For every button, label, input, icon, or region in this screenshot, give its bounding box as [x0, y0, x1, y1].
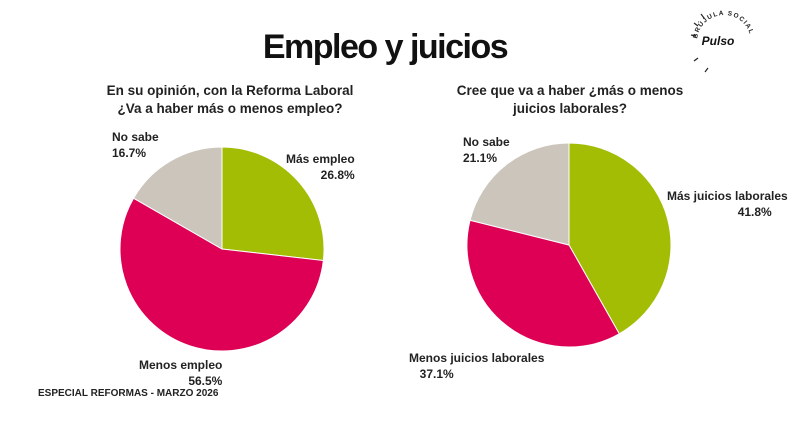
chart2-label-menos-juicios: Menos juicios laborales 37.1%: [409, 351, 545, 381]
chart1-question: En su opinión, con la Reforma Laboral ¿V…: [90, 82, 370, 118]
pulso-logo: BRÚJULA SOCIAL Pulso: [688, 6, 760, 78]
brujula-logo-icon: BRÚJULA SOCIAL Pulso: [690, 10, 754, 73]
footer-source: ESPECIAL REFORMAS - MARZO 2026: [38, 388, 219, 399]
chart2-label-mas-juicios: Más juicios laborales 41.8%: [667, 189, 788, 219]
chart1-label-no-sabe: No sabe 16.7%: [112, 130, 159, 160]
chart1-slice-2: [132, 146, 223, 250]
page-title: Empleo y juicios: [262, 28, 509, 66]
chart1-label-menos-empleo: Menos empleo 56.5%: [139, 358, 223, 388]
chart2-label-no-sabe: No sabe 21.1%: [463, 135, 510, 165]
chart1-label-mas-empleo: Más empleo 26.8%: [286, 152, 355, 182]
chart2-slice-0: [568, 142, 672, 335]
chart1-slice-1: [119, 197, 324, 352]
chart2-slice-1: [466, 219, 620, 348]
chart2-question-line2: juicios laborales?: [512, 101, 628, 116]
chart1-slice-0: [221, 146, 325, 262]
chart2-slice-2: [469, 142, 570, 246]
chart1-question-line2: ¿Va a haber más o menos empleo?: [117, 101, 343, 116]
chart1-question-line1: En su opinión, con la Reforma Laboral: [106, 83, 354, 98]
logo-brand-text: Pulso: [702, 34, 735, 48]
chart2-question: Cree que va a haber ¿más o menos juicios…: [420, 82, 720, 118]
chart2-question-line1: Cree que va a haber ¿más o menos: [456, 83, 684, 98]
